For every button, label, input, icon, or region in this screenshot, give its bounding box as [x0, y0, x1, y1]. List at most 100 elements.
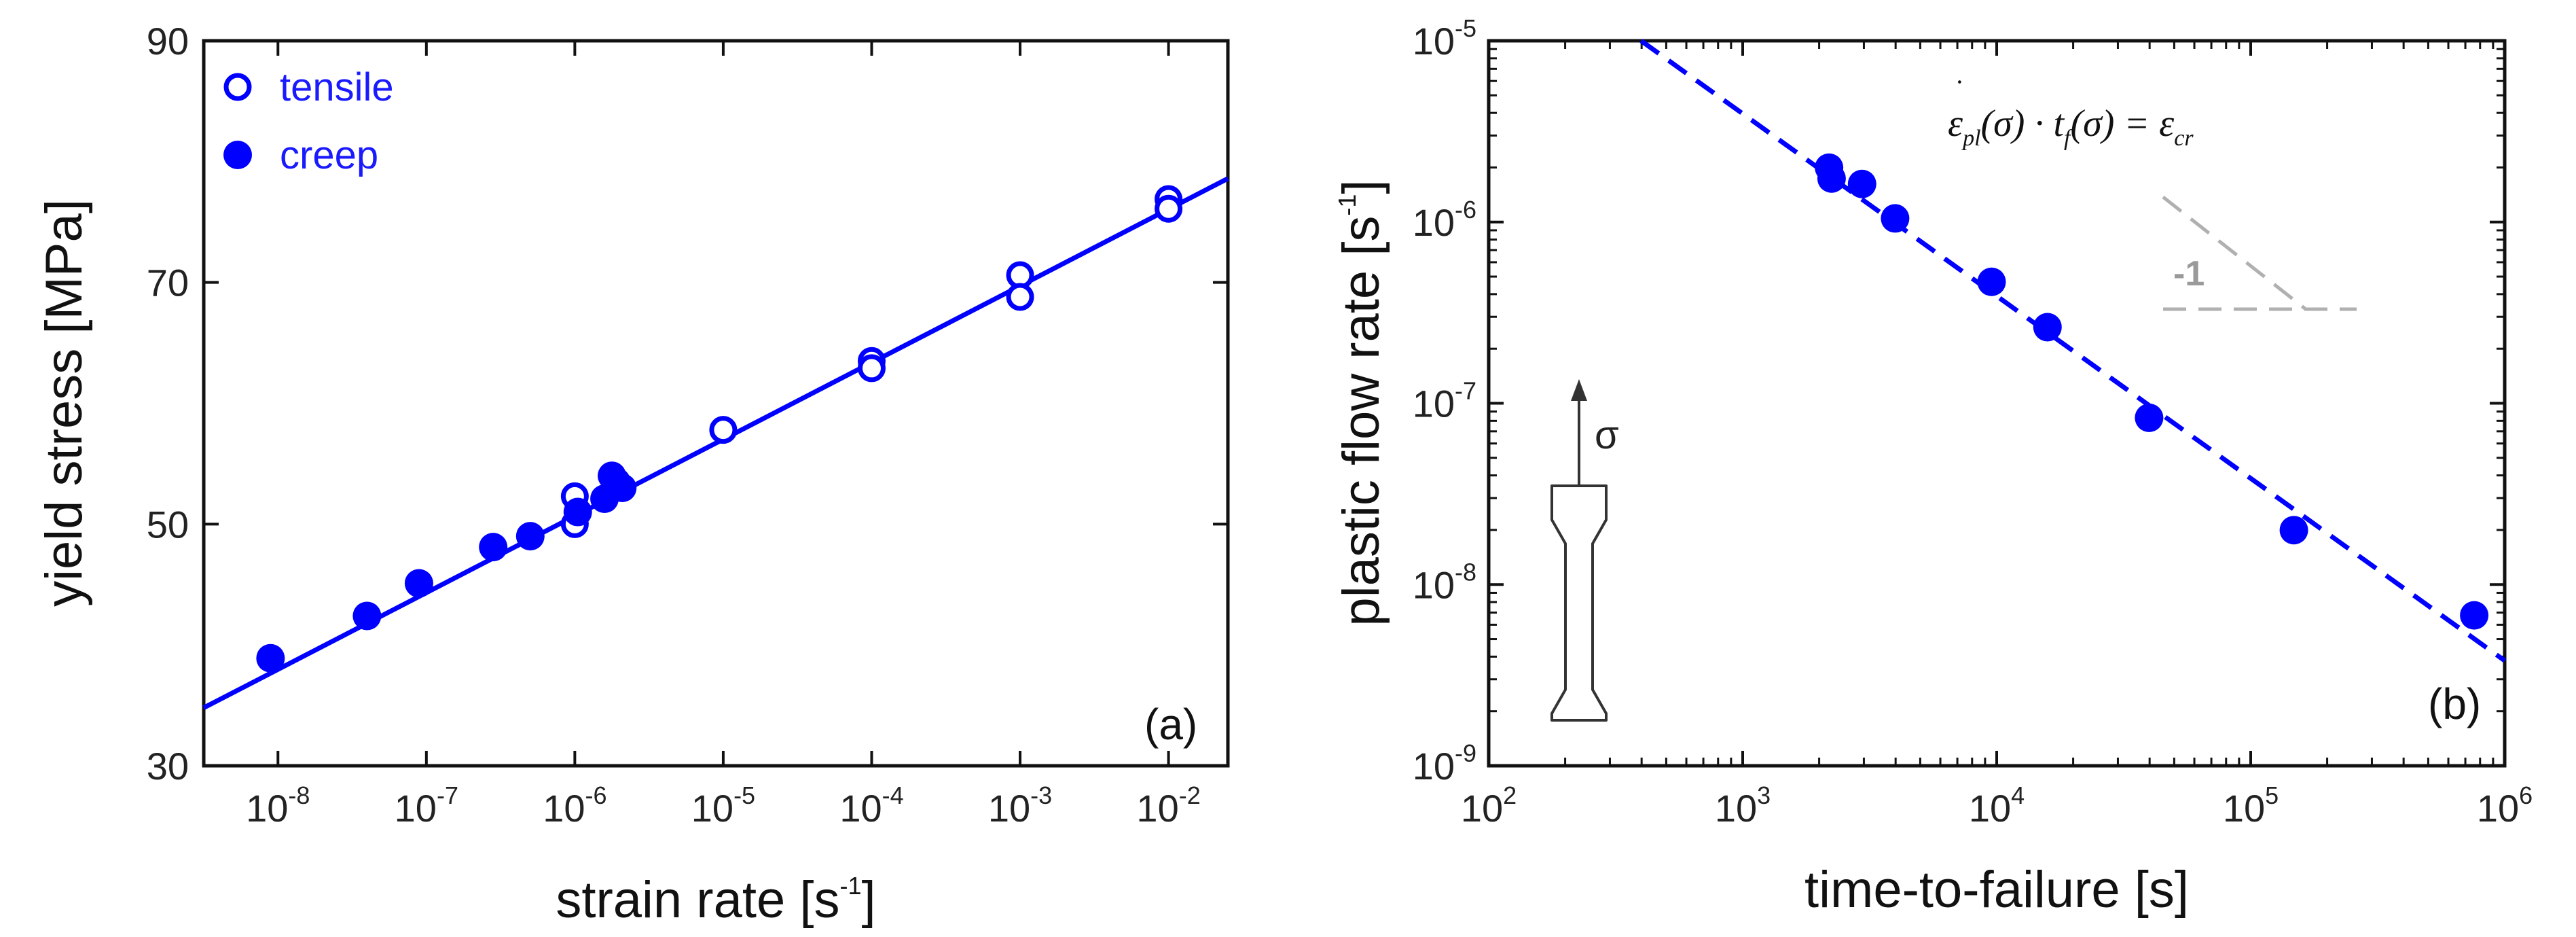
panel-b-ytick-label: 10-5 [1413, 14, 1476, 63]
panel-b-xtick-label-base: 10 [2223, 787, 2265, 830]
legend-tensile-label: tensile [280, 65, 394, 109]
panel-b-xtick-label-exp: 5 [2265, 781, 2279, 809]
panel-a-xtick-label-exp: -6 [585, 781, 607, 809]
formula-arg2: (σ) = ε [2070, 103, 2175, 145]
panel-a-point-creep [404, 569, 433, 598]
panel-a-point-creep [515, 522, 545, 551]
panel-b-xtick-label: 105 [2223, 781, 2279, 830]
panel-b-xtick-label-base: 10 [2477, 787, 2519, 830]
panel-a-xtick-label-base: 10 [246, 787, 288, 830]
panel-a-legend: tensile creep [223, 65, 394, 177]
panel-a-xtick-label: 10-5 [691, 781, 755, 830]
dogbone-specimen-icon [1550, 484, 1608, 722]
panel-b-y-axis-title: plastic flow rate [s-1] [1332, 179, 1390, 626]
panel-b-ytick-label: 10-8 [1413, 558, 1476, 606]
panel-b-ytick-label: 10-9 [1413, 739, 1476, 788]
panel-a-ytick-label: 90 [147, 20, 189, 63]
panel-b-xtick-label: 103 [1715, 781, 1771, 830]
panel-b-x-ticks: 102 103 104 105 106 [1461, 41, 2533, 830]
panel-b-xtick-label-exp: 2 [1503, 781, 1517, 809]
panel-b-ytick-label: 10-6 [1413, 196, 1476, 244]
panel-a-point-creep [563, 497, 592, 527]
panel-a-xtick-label: 10-8 [246, 781, 310, 830]
panel-a-y-ticks: 30 50 70 90 [147, 20, 1228, 788]
panel-b-point-creep [1847, 169, 1876, 198]
panel-a-xtick-label-base: 10 [691, 787, 733, 830]
panel-a-point-creep [352, 601, 382, 631]
panel-a-x-title-exp: -1 [840, 872, 862, 900]
panel-b-chart: 10-910-810-710-610-5 102 103 104 105 106 -1 … [1332, 14, 2533, 919]
panel-a-point-tensile [1155, 194, 1183, 223]
panel-a-ytick-label: 50 [147, 503, 189, 546]
slope-guide-hypotenuse [2162, 196, 2307, 311]
slope-guide: -1 [2162, 196, 2357, 311]
panel-b-xtick-label-exp: 6 [2519, 781, 2533, 809]
panel-a-point-tensile [1006, 283, 1034, 311]
panel-a-xtick-label-base: 10 [1136, 787, 1178, 830]
panel-a-xtick-label-exp: -2 [1179, 781, 1201, 809]
panel-b-xtick-label-base: 10 [1969, 787, 2011, 830]
panel-a-point-tensile [857, 354, 886, 383]
formula-text: εpl(σ) · tf(σ) = εcr [1948, 103, 2194, 151]
panel-a-point-creep [608, 473, 637, 502]
panel-a-xtick-label-base: 10 [839, 787, 882, 830]
stress-sigma-label: σ [1595, 413, 1619, 457]
panel-b-xtick-label: 102 [1461, 781, 1517, 830]
panel-a-xtick-label: 10-2 [1136, 781, 1200, 830]
panel-b-xtick-label-exp: 3 [1757, 781, 1771, 809]
panel-b-xtick-label-exp: 4 [2011, 781, 2025, 809]
panel-a-x-ticks: 10-8 10-7 10-6 10-5 10-4 10-3 10-2 [246, 41, 1201, 830]
panel-a-point-tensile [709, 416, 738, 444]
legend-creep-marker [223, 141, 252, 169]
panel-b-point-creep [1817, 164, 1846, 193]
panel-b-xtick-label-base: 10 [1461, 787, 1503, 830]
panel-a-xtick-label: 10-4 [839, 781, 903, 830]
panel-b-point-creep [2279, 516, 2308, 545]
stress-arrow-head [1571, 379, 1587, 401]
panel-b-y-title-end: ] [1332, 179, 1390, 194]
panel-b-point-creep [2135, 403, 2164, 432]
formula-eps2-sub: cr [2174, 126, 2194, 151]
panel-a-label: (a) [1144, 700, 1197, 749]
panel-b-point-creep [1881, 204, 1910, 233]
formula-eps-dot: ˙ [1955, 74, 1965, 107]
formula-eps: ε [1948, 103, 1963, 145]
panel-b-plot-frame [1487, 39, 2507, 768]
panel-b-ytick-label: 10-7 [1413, 377, 1476, 425]
panel-b-label: (b) [2428, 679, 2481, 728]
formula-annotation: ˙ εpl(σ) · tf(σ) = εcr [1948, 74, 2194, 151]
panel-b-ytick-label-base: 10 [1413, 745, 1455, 788]
panel-b-ytick-label-base: 10 [1413, 563, 1455, 606]
panel-b-ytick-label-exp: -6 [1455, 196, 1476, 224]
panel-a-point-creep [479, 533, 508, 562]
formula-arg1: (σ) · t [1981, 103, 2065, 145]
panel-a-ytick-label: 30 [147, 745, 189, 788]
panel-b-xtick-label: 104 [1969, 781, 2025, 830]
panel-a-y-axis-title: yield stress [MPa] [35, 199, 93, 607]
panel-a-xtick-label-exp: -8 [288, 781, 310, 809]
specimen-sketch: σ [1550, 379, 1619, 722]
panel-b-fit-line [1639, 39, 2507, 663]
panel-a-xtick-label-exp: -7 [437, 781, 458, 809]
panel-a-ytick-label: 70 [147, 262, 189, 304]
panel-a-xtick-label-exp: -3 [1030, 781, 1052, 809]
panel-a-x-title-end: ] [862, 871, 876, 929]
legend-tensile-marker [223, 73, 252, 101]
formula-eps-sub: pl [1961, 126, 1980, 151]
panel-a-xtick-label: 10-7 [395, 781, 458, 830]
panel-a-xtick-label-base: 10 [395, 787, 437, 830]
panel-a-points [256, 185, 1183, 673]
panel-a-x-title-main: strain rate [s [556, 871, 839, 929]
panel-a-xtick-label-exp: -4 [882, 781, 904, 809]
panel-a-xtick-label: 10-6 [543, 781, 606, 830]
panel-a-xtick-label-base: 10 [988, 787, 1030, 830]
panel-b-y-ticks: 10-910-810-710-610-5 [1413, 14, 2505, 788]
panel-a-xtick-label: 10-3 [988, 781, 1052, 830]
panel-a-point-creep [256, 643, 285, 673]
panel-b-y-title-exp: -1 [1333, 194, 1361, 216]
legend-creep-label: creep [280, 133, 378, 177]
panel-b-xtick-label: 106 [2477, 781, 2533, 830]
slope-guide-label: -1 [2173, 254, 2205, 294]
